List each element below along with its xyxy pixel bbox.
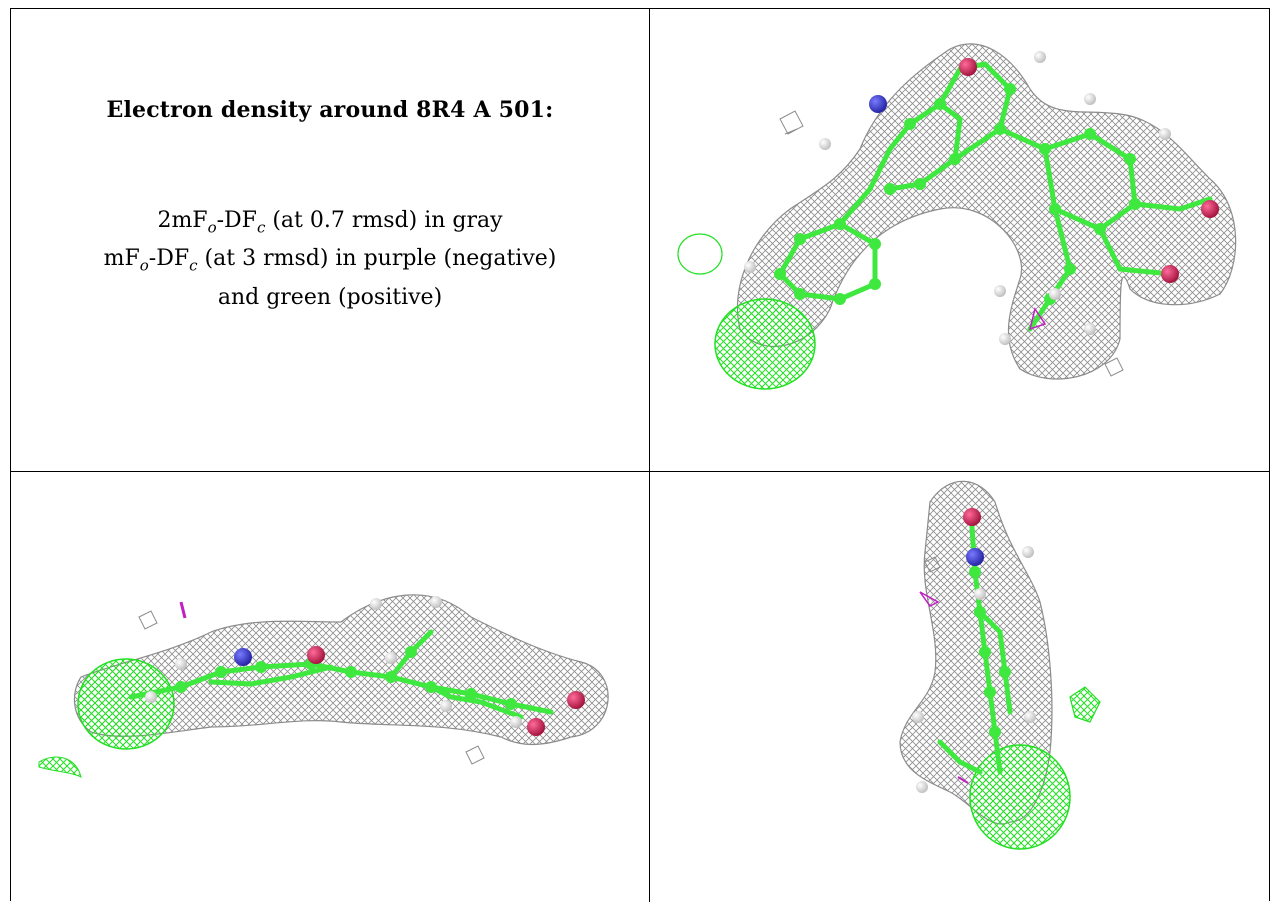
negative-density-fragment [1028,307,1047,331]
negative-density-fragment [179,601,187,619]
grid-divider-vertical [649,9,650,902]
legend-line-fo-fc: mFo-DFc (at 3 rmsd) in purple (negative) [103,246,557,275]
ligand-atoms [145,596,585,736]
density-view-edge-image [899,480,1101,850]
mesh-fragment [138,610,158,630]
density-view-front [650,9,1269,471]
density-view-side [11,472,649,902]
mesh-fragment [1104,357,1124,377]
mesh-fragment [465,745,485,765]
ligand-atoms [744,51,1219,345]
legend-line-positive: and green (positive) [217,284,443,310]
positive-density-blob [714,298,816,390]
positive-density-blob [969,744,1071,850]
caption-legend: 2mFo-DFc (at 0.7 rmsd) in gray mFo-DFc (… [11,205,649,313]
density-view-front-image [677,43,1237,390]
figure-grid: Electron density around 8R4 A 501: 2mFo-… [10,8,1270,902]
positive-density-blob-small [1069,686,1101,723]
ligand-bonds [777,61,1213,332]
mesh-fragment [779,110,804,135]
negative-density-fragment [957,776,969,784]
legend-line-2fo-fc: 2mFo-DFc (at 0.7 rmsd) in gray [157,208,503,237]
density-view-edge [650,472,1269,902]
negative-density-fragment [919,591,940,607]
positive-density-blob-small [677,233,723,275]
caption-title: Electron density around 8R4 A 501: [106,97,554,123]
caption-cell: Electron density around 8R4 A 501: 2mFo-… [11,9,649,471]
ligand-atoms [912,508,1036,793]
positive-density-blob-small [38,756,82,778]
mesh-fragment [924,556,941,573]
positive-density-blob [77,658,175,750]
grid-divider-horizontal [11,471,1269,472]
density-view-side-image [38,594,609,778]
